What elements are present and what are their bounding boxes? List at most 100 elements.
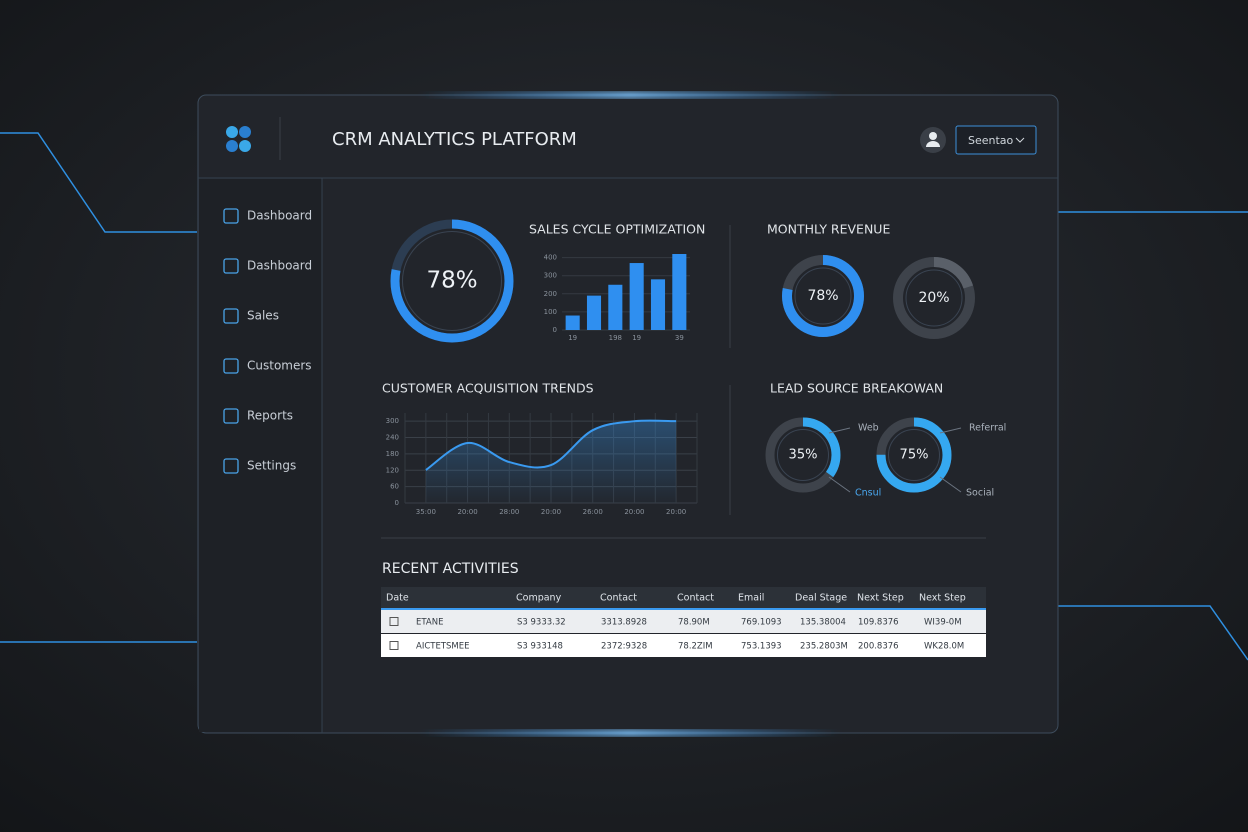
leader-line <box>939 476 962 493</box>
chevron <box>1015 137 1025 143</box>
line <box>425 419 677 471</box>
cell: 235.2803M <box>800 642 848 652</box>
x-tick-label: 20:00 <box>541 508 561 516</box>
leader-line <box>939 427 962 434</box>
column-header: Deal Stage <box>795 593 847 604</box>
legend-label: Social <box>966 488 994 499</box>
cell: 78.2ZIM <box>678 642 713 652</box>
donut-label: 20% <box>918 290 949 306</box>
donut-label: 75% <box>900 448 929 463</box>
nav-item[interactable]: Customers <box>247 359 312 373</box>
logo <box>226 126 251 152</box>
x-tick-label: 39 <box>675 334 684 342</box>
column-header: Contact <box>677 593 714 604</box>
cell: 135.38004 <box>800 618 846 628</box>
donut-arc <box>765 417 841 493</box>
donut-arc <box>893 257 975 339</box>
y-tick-label: 100 <box>544 308 557 316</box>
line-area <box>425 420 677 503</box>
nav-item[interactable]: Sales <box>247 309 279 323</box>
y-tick-label: 60 <box>390 483 399 491</box>
nav-icon <box>223 308 239 324</box>
y-tick-label: 0 <box>553 326 557 334</box>
donut-inner <box>905 269 963 327</box>
avatar-icon <box>929 132 937 140</box>
leader-line <box>828 476 851 493</box>
bar <box>608 284 623 330</box>
cell: S3 9333.32 <box>517 618 566 628</box>
x-tick-label: 20:00 <box>457 508 477 516</box>
y-tick-label: 300 <box>386 417 399 425</box>
user-select[interactable] <box>955 125 1037 155</box>
nav-icon <box>223 258 239 274</box>
checkbox[interactable] <box>389 641 399 650</box>
avatar-icon <box>926 141 940 147</box>
column-header: Company <box>516 593 562 604</box>
nav-item[interactable]: Reports <box>247 409 293 423</box>
y-tick-label: 200 <box>544 290 557 298</box>
donut-label: 78% <box>426 268 477 294</box>
cell: 109.8376 <box>858 618 899 628</box>
column-header: Next Step <box>919 593 966 604</box>
nav-item[interactable]: Settings <box>247 459 296 473</box>
y-tick-label: 400 <box>544 254 557 262</box>
nav-item[interactable]: Dashboard <box>247 209 312 223</box>
x-tick-label: 28:00 <box>499 508 519 516</box>
y-tick-label: 300 <box>544 272 557 280</box>
y-tick-label: 120 <box>386 466 399 474</box>
x-tick-label: 26:00 <box>583 508 603 516</box>
column-header: Email <box>738 593 764 604</box>
column-header: Contact <box>600 593 637 604</box>
cell: AICTETSMEE <box>416 642 469 652</box>
donut-inner <box>777 429 829 481</box>
glow <box>420 730 840 736</box>
table-header <box>381 587 986 608</box>
x-tick-label: 35:00 <box>416 508 436 516</box>
table-row[interactable] <box>381 634 986 657</box>
cell: ETANE <box>416 618 443 628</box>
x-tick-label: 20:00 <box>624 508 644 516</box>
cell: 3313.8928 <box>601 618 647 628</box>
checkbox[interactable] <box>389 617 399 626</box>
legend-label: Web <box>858 423 879 434</box>
bar <box>565 315 580 330</box>
section-title: CUSTOMER ACQUISITION TRENDS <box>382 381 594 396</box>
y-tick-label: 0 <box>395 499 399 507</box>
donut-inner <box>888 429 940 481</box>
bar <box>629 263 644 330</box>
donut-inner <box>402 231 502 331</box>
section-title: MONTHLY REVENUE <box>767 222 890 237</box>
x-tick-label: 19 <box>568 334 577 342</box>
sidebar <box>199 179 322 732</box>
nav-icon <box>223 458 239 474</box>
app-title: CRM ANALYTICS PLATFORM <box>332 129 577 150</box>
x-tick-label: 19 <box>632 334 641 342</box>
circuit-lines <box>0 132 1248 661</box>
bar <box>586 295 602 330</box>
section-title: SALES CYCLE OPTIMIZATION <box>529 222 705 237</box>
nav-icon <box>223 408 239 424</box>
bar <box>672 254 687 330</box>
legend-label: Cnsul <box>855 488 881 499</box>
y-tick-label: 180 <box>386 450 399 458</box>
cell: WK28.0M <box>924 642 964 652</box>
donut-arc <box>782 255 864 337</box>
cell: 769.1093 <box>741 618 782 628</box>
glow <box>420 92 840 98</box>
column-header: Date <box>386 593 409 604</box>
nav-item[interactable]: Dashboard <box>247 259 312 273</box>
donut-arc <box>390 219 514 343</box>
cell: 78.90M <box>678 618 710 628</box>
table-row[interactable] <box>381 610 986 633</box>
section-title: LEAD SOURCE BREAKOWAN <box>770 381 943 396</box>
donut-label: 78% <box>807 288 838 304</box>
cell: 2372:9328 <box>601 642 647 652</box>
column-header: Next Step <box>857 593 904 604</box>
x-tick-label: 198 <box>609 334 622 342</box>
donut-label: 35% <box>789 448 818 463</box>
nav-icon <box>223 208 239 224</box>
donut-inner <box>794 267 852 325</box>
nav-icon <box>223 358 239 374</box>
